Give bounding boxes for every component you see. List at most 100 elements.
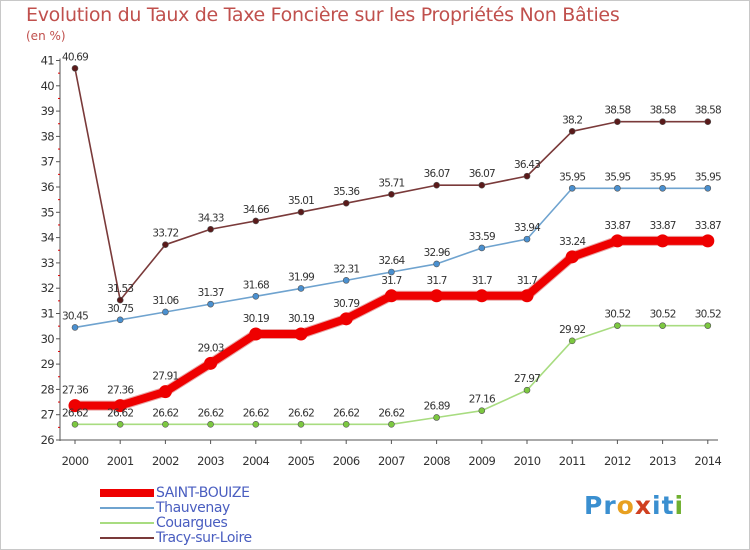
data-point-couargues	[116, 421, 124, 428]
data-label-couargues: 29.92	[559, 324, 585, 336]
data-label-thauvenay: 32.64	[378, 255, 405, 267]
x-tick-label: 2003	[197, 454, 224, 468]
data-label-tracy-sur-loire: 36.43	[514, 159, 540, 171]
data-label-saint-bouize: 33.87	[650, 220, 676, 232]
data-point-saint-bouize	[249, 327, 263, 341]
data-label-tracy-sur-loire: 40.69	[62, 51, 88, 63]
x-tick-label: 2009	[468, 454, 495, 468]
legend-label-saint-bouize: SAINT-BOUIZE	[156, 485, 250, 501]
data-point-saint-bouize	[520, 289, 534, 303]
y-tick-label: 41	[41, 54, 55, 68]
y-tick-label: 31	[41, 307, 55, 321]
series-markers	[68, 65, 715, 428]
data-point-saint-bouize	[68, 399, 82, 413]
y-tick-label: 37	[41, 155, 55, 169]
data-label-thauvenay: 33.94	[514, 222, 541, 234]
data-point-saint-bouize	[204, 356, 218, 370]
data-point-tracy-sur-loire	[704, 118, 712, 126]
data-point-couargues	[704, 322, 712, 329]
logo-letter: P	[584, 491, 604, 520]
data-point-thauvenay	[116, 316, 124, 324]
x-tick-label: 2000	[62, 454, 89, 468]
data-point-saint-bouize	[610, 234, 624, 248]
x-tick-label: 2006	[333, 454, 360, 468]
x-tick-label: 2004	[242, 454, 269, 468]
data-label-tracy-sur-loire: 35.36	[333, 186, 360, 198]
data-point-thauvenay	[478, 244, 486, 252]
y-tick-label: 33	[41, 256, 55, 270]
data-point-tracy-sur-loire	[297, 208, 305, 216]
proxiti-logo: Proxiti	[584, 491, 684, 520]
data-point-couargues	[478, 407, 486, 414]
data-label-couargues: 27.16	[469, 394, 496, 406]
y-tick-label: 26	[41, 433, 55, 447]
data-label-thauvenay: 35.95	[604, 171, 630, 183]
data-label-thauvenay: 32.31	[333, 263, 359, 275]
x-tick-label: 2001	[107, 454, 134, 468]
x-tick-label: 2008	[423, 454, 450, 468]
data-point-couargues	[568, 337, 576, 345]
data-label-saint-bouize: 29.03	[198, 342, 224, 354]
data-point-tracy-sur-loire	[568, 128, 576, 135]
y-tick-label: 40	[41, 79, 55, 93]
data-point-couargues	[207, 421, 214, 428]
logo-letter: x	[634, 491, 652, 520]
data-point-saint-bouize	[113, 399, 127, 413]
data-label-thauvenay: 33.59	[469, 231, 495, 243]
data-label-tracy-sur-loire: 38.58	[650, 105, 676, 117]
data-labels: 27.36 27.36 27.91 29.03 30.19 30.19 30.79 31.7 3…	[62, 51, 722, 419]
data-label-thauvenay: 35.95	[695, 171, 721, 183]
data-point-tracy-sur-loire	[478, 181, 486, 189]
legend-label-thauvenay: Thauvenay	[156, 500, 230, 516]
data-point-thauvenay	[71, 324, 79, 331]
y-tick-label: 34	[41, 231, 55, 245]
data-label-tracy-sur-loire: 31.53	[107, 283, 133, 295]
x-tick-label: 2013	[649, 454, 676, 468]
data-label-saint-bouize: 31.7	[381, 275, 401, 287]
data-point-thauvenay	[162, 308, 169, 316]
x-tick-label: 2012	[604, 454, 631, 468]
data-label-couargues: 26.62	[152, 407, 178, 419]
data-label-tracy-sur-loire: 34.33	[198, 212, 224, 224]
data-point-saint-bouize	[475, 289, 489, 303]
data-point-tracy-sur-loire	[388, 191, 395, 198]
logo-letter: i	[674, 491, 685, 520]
data-label-saint-bouize: 31.7	[472, 275, 492, 287]
legend-label-couargues: Couargues	[156, 515, 228, 531]
data-label-couargues: 30.52	[650, 309, 676, 321]
data-point-couargues	[388, 421, 395, 428]
data-point-saint-bouize	[430, 289, 444, 303]
data-point-thauvenay	[433, 260, 440, 268]
data-point-thauvenay	[207, 300, 214, 308]
data-label-couargues: 30.52	[695, 309, 721, 321]
y-tick-label: 36	[41, 180, 55, 194]
data-label-tracy-sur-loire: 33.72	[152, 228, 178, 240]
data-label-couargues: 26.62	[107, 407, 133, 419]
data-label-saint-bouize: 33.87	[604, 220, 630, 232]
data-label-couargues: 26.89	[424, 400, 450, 412]
data-label-tracy-sur-loire: 38.58	[604, 105, 630, 117]
y-tick-label: 29	[41, 357, 55, 371]
data-point-couargues	[659, 322, 666, 329]
data-point-tracy-sur-loire	[433, 181, 440, 189]
data-label-saint-bouize: 31.7	[427, 275, 447, 287]
y-tick-label: 27	[41, 408, 55, 422]
data-label-thauvenay: 35.95	[559, 171, 585, 183]
data-point-saint-bouize	[656, 234, 670, 248]
data-label-thauvenay: 30.75	[107, 303, 133, 315]
data-label-tracy-sur-loire: 35.71	[378, 177, 404, 189]
data-point-thauvenay	[523, 235, 531, 243]
data-label-couargues: 30.52	[604, 309, 630, 321]
y-tick-label: 39	[41, 104, 55, 118]
x-tick-label: 2011	[559, 454, 586, 468]
x-tick-label: 2010	[514, 454, 541, 468]
data-label-thauvenay: 30.45	[62, 310, 88, 322]
data-label-tracy-sur-loire: 34.66	[243, 204, 270, 216]
legend-swatch-thauvenay	[100, 507, 154, 509]
data-label-tracy-sur-loire: 36.07	[424, 168, 450, 180]
data-label-saint-bouize: 33.24	[559, 236, 586, 248]
data-label-couargues: 26.62	[333, 407, 359, 419]
data-label-thauvenay: 32.96	[424, 247, 451, 259]
y-tick-label: 38	[41, 129, 55, 143]
